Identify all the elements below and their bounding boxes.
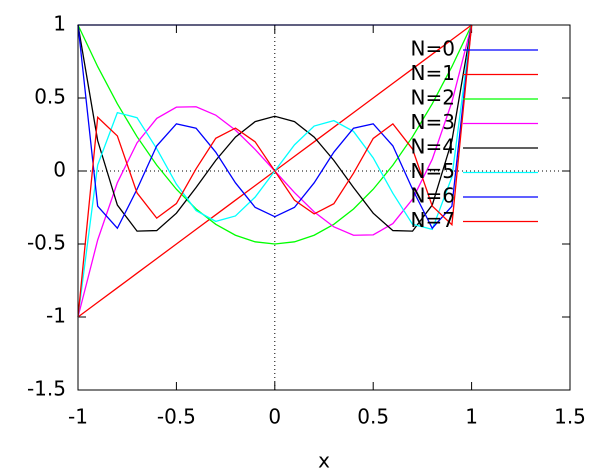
x-tick-label: -0.5 — [157, 405, 196, 429]
y-tick-label: -1 — [46, 304, 66, 328]
x-tick-label: 1 — [465, 405, 478, 429]
x-axis-label: x — [318, 449, 330, 473]
plot-frame — [77, 24, 571, 391]
line-series — [77, 24, 473, 245]
legend-label: N=7 — [411, 208, 455, 232]
legend-label: N=4 — [411, 135, 455, 159]
line-series — [77, 24, 473, 232]
y-tick-label: 0 — [53, 158, 66, 182]
legend-label: N=0 — [411, 37, 455, 61]
y-tick-label: -0.5 — [27, 231, 66, 255]
y-tick-label: -1.5 — [27, 377, 66, 401]
legend-label: N=6 — [411, 184, 455, 208]
legend-label: N=3 — [411, 110, 455, 134]
x-tick-label: 0.5 — [357, 405, 389, 429]
y-tick-label: 0.5 — [34, 85, 66, 109]
line-series — [77, 24, 473, 318]
y-tick-label: 1 — [53, 12, 66, 36]
legend-label: N=5 — [411, 159, 455, 183]
x-tick-label: 1.5 — [554, 405, 586, 429]
legend-label: N=2 — [411, 86, 455, 110]
legend-label: N=1 — [411, 61, 455, 85]
x-tick-label: 0 — [268, 405, 281, 429]
x-tick-label: -1 — [68, 405, 88, 429]
line-series — [77, 24, 473, 230]
